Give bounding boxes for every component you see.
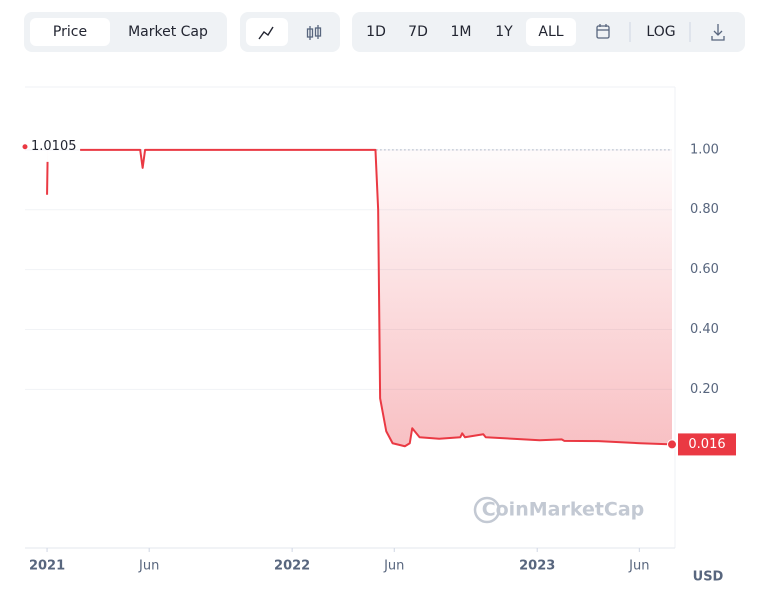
x-tick-label: 2023 bbox=[519, 559, 555, 574]
x-tick-label: Jun bbox=[138, 559, 159, 574]
calendar-button[interactable] bbox=[596, 24, 610, 39]
candle-button[interactable] bbox=[306, 25, 322, 40]
tab-active bbox=[30, 18, 110, 46]
high-marker bbox=[22, 144, 28, 150]
log-button[interactable]: LOG bbox=[646, 24, 675, 40]
y-tick-label: 0.60 bbox=[690, 262, 719, 277]
range-active bbox=[526, 18, 576, 46]
line-button[interactable] bbox=[246, 18, 288, 46]
watermark-logo bbox=[473, 496, 501, 524]
area bbox=[47, 149, 672, 447]
tab[interactable]: Market Cap bbox=[128, 24, 208, 40]
line bbox=[46, 148, 673, 448]
x-tick-label: 2021 bbox=[29, 559, 65, 574]
x-tick-label: Jun bbox=[383, 559, 404, 574]
watermark: CoinMarketCap bbox=[482, 499, 645, 521]
current-label: 0.016 bbox=[688, 437, 725, 452]
range-button[interactable]: 1M bbox=[451, 24, 472, 40]
range-button[interactable]: 1Y bbox=[495, 24, 513, 40]
y-tick-label: 0.40 bbox=[690, 322, 719, 337]
x-tick-label: Jun bbox=[628, 559, 649, 574]
tab[interactable]: Price bbox=[53, 24, 87, 40]
download-button[interactable] bbox=[711, 24, 725, 41]
line-icon bbox=[258, 26, 274, 40]
range-button[interactable]: 1D bbox=[366, 24, 386, 40]
y-tick-label: 1.00 bbox=[690, 142, 719, 157]
x-tick-label: 2022 bbox=[274, 559, 310, 574]
high-label: 1.0105 bbox=[31, 139, 77, 154]
unit-label: USD bbox=[693, 570, 724, 585]
range-button[interactable]: ALL bbox=[538, 24, 563, 40]
y-tick-label: 0.20 bbox=[690, 382, 719, 397]
range-button[interactable]: 7D bbox=[408, 24, 428, 40]
current-tag bbox=[678, 433, 736, 456]
current-marker bbox=[667, 439, 677, 450]
y-tick-label: 0.80 bbox=[690, 202, 719, 217]
